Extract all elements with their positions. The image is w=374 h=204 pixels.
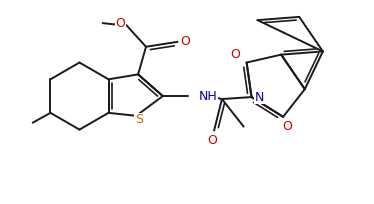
Text: NH: NH <box>198 90 217 103</box>
Text: O: O <box>207 134 217 147</box>
Text: N: N <box>255 91 264 104</box>
Text: O: O <box>230 48 240 61</box>
Text: S: S <box>135 113 143 126</box>
Text: O: O <box>181 35 190 48</box>
Text: O: O <box>116 17 125 30</box>
Text: O: O <box>282 120 292 133</box>
